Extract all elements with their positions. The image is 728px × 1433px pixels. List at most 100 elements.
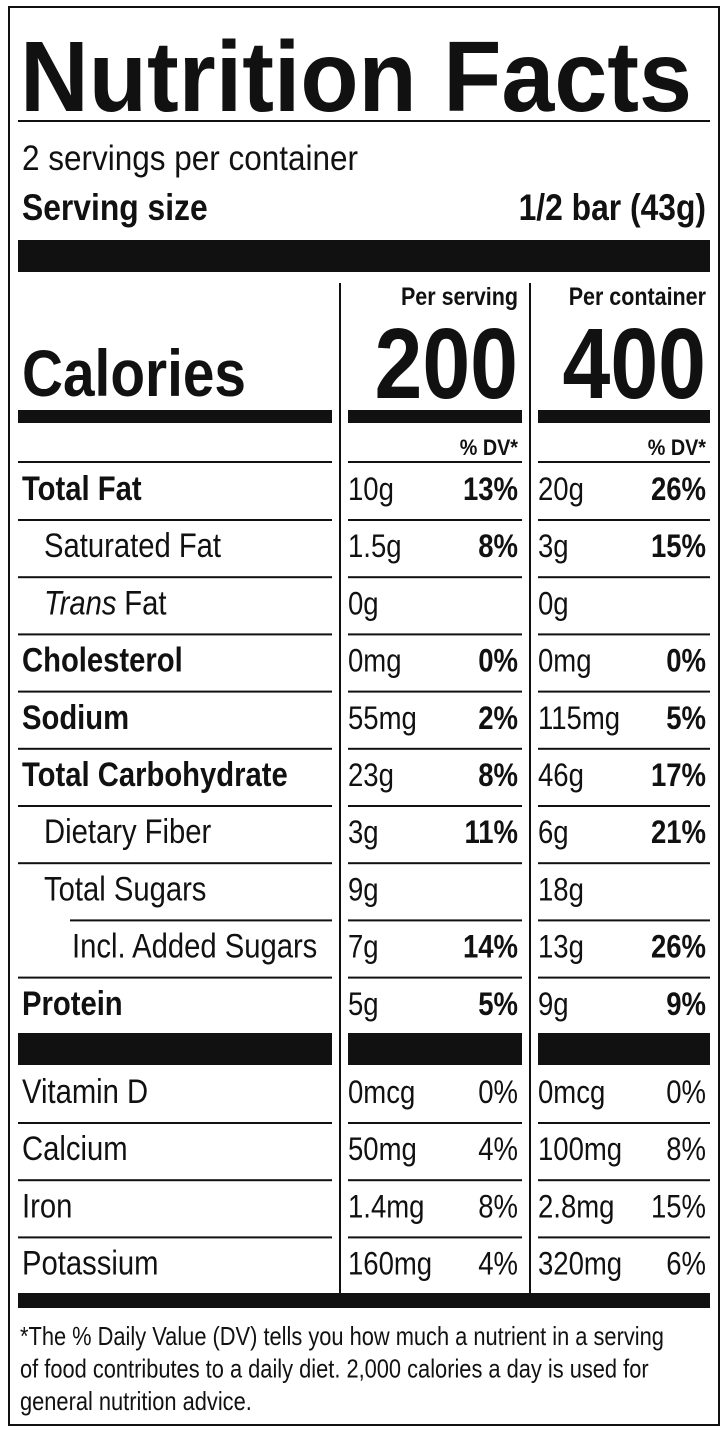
rule	[538, 519, 710, 521]
nutrient-name: Total Fat	[22, 469, 142, 508]
rule	[18, 461, 332, 463]
dv-header: % DV*	[648, 436, 707, 460]
footnote-line: of food contributes to a daily diet. 2,0…	[20, 1355, 649, 1384]
nutrient-dv: 26%	[651, 472, 706, 507]
nutrient-name: Calcium	[22, 1129, 128, 1168]
rule	[538, 862, 710, 865]
nutrient-dv: 21%	[651, 815, 706, 850]
nutrient-dv: 4%	[478, 1132, 518, 1167]
nutrient-dv: 0%	[666, 644, 706, 679]
thick-rule	[538, 1033, 710, 1065]
thick-rule	[18, 1033, 332, 1065]
nutrient-amount: 20g	[538, 472, 584, 507]
nutrient-dv: 0%	[478, 1075, 518, 1110]
rule	[348, 1236, 522, 1239]
thick-rule	[348, 410, 522, 423]
nutrient-amount: 3g	[538, 529, 569, 564]
rule	[348, 1179, 522, 1182]
rule	[348, 747, 522, 750]
nutrient-dv: 5%	[478, 987, 518, 1022]
nutrient-amount: 23g	[348, 758, 394, 793]
rule	[348, 805, 522, 807]
nutrient-amount: 46g	[538, 758, 584, 793]
nutrient-name-italic: Trans	[44, 583, 117, 622]
nutrient-dv: 11%	[464, 815, 518, 850]
nutrient-dv: 13%	[463, 472, 518, 507]
nutrient-amount: 3g	[348, 815, 379, 850]
nutrient-amount: 0mg	[538, 644, 592, 679]
rule	[538, 461, 710, 463]
rule	[348, 690, 522, 693]
nutrient-amount: 6g	[538, 815, 569, 850]
nutrient-dv: 2%	[478, 701, 518, 736]
nutrient-name: Sodium	[22, 698, 129, 737]
nutrient-amount: 50mg	[348, 1132, 417, 1167]
nutrient-dv: 0%	[478, 644, 518, 679]
nutrient-dv: 15%	[651, 529, 706, 564]
nutrient-name: Dietary Fiber	[44, 812, 212, 851]
rule	[348, 519, 522, 521]
nutrient-dv: 8%	[478, 758, 518, 793]
rule	[538, 633, 710, 636]
nutrient-dv: 8%	[478, 529, 518, 564]
rule	[18, 862, 332, 865]
serving-size-value: 1/2 bar (43g)	[519, 188, 706, 229]
nutrient-amount: 100mg	[538, 1132, 622, 1167]
nutrient-dv: 5%	[666, 701, 706, 736]
nutrient-amount: 320mg	[538, 1247, 622, 1282]
nutrient-amount: 9g	[348, 873, 379, 908]
nutrient-name: Total Carbohydrate	[22, 755, 288, 794]
serving-size-label: Serving size	[22, 188, 208, 229]
nutrient-name: Vitamin D	[22, 1072, 148, 1111]
rule	[18, 519, 332, 521]
rule	[538, 576, 710, 579]
rule	[348, 1122, 522, 1124]
servings-per-container: 2 servings per container	[22, 140, 358, 179]
footnote-line: general nutrition advice.	[20, 1387, 252, 1416]
nutrient-amount: 1.4mg	[348, 1190, 424, 1225]
nutrient-dv: 14%	[463, 930, 518, 965]
nutrient-amount: 55mg	[348, 701, 417, 736]
nutrient-amount: 13g	[538, 930, 584, 965]
thick-rule	[348, 1033, 522, 1065]
dv-header: % DV*	[460, 436, 519, 460]
nutrient-dv: 8%	[666, 1132, 706, 1167]
rule	[538, 976, 710, 979]
nutrient-dv: 4%	[478, 1247, 518, 1282]
rule	[538, 690, 710, 693]
nutrient-amount: 10g	[348, 472, 394, 507]
nutrient-dv: 6%	[666, 1247, 706, 1282]
nutrient-dv: 15%	[651, 1190, 706, 1225]
nutrient-name: Saturated Fat	[44, 526, 221, 565]
thick-rule	[18, 1293, 710, 1308]
rule	[348, 633, 522, 636]
nutrient-amount: 0mcg	[348, 1075, 415, 1110]
nutrient-amount: 0mg	[348, 644, 402, 679]
thick-rule	[18, 240, 710, 272]
nutrient-name-rest: Fat	[124, 583, 166, 622]
rule	[18, 1236, 332, 1239]
rule	[348, 919, 522, 922]
rule	[18, 690, 332, 693]
rule	[538, 1236, 710, 1239]
rule	[18, 805, 332, 807]
footnote-line: *The % Daily Value (DV) tells you how mu…	[20, 1322, 664, 1351]
nutrient-name: Total Sugars	[44, 869, 206, 908]
nutrient-name: Iron	[22, 1186, 72, 1225]
rule	[18, 120, 710, 122]
nutrient-amount: 160mg	[348, 1247, 432, 1282]
rule	[538, 1122, 710, 1124]
nutrient-dv: 9%	[666, 987, 706, 1022]
nutrient-dv: 17%	[651, 758, 706, 793]
thick-rule	[538, 410, 710, 423]
nutrient-amount: 2.8mg	[538, 1190, 614, 1225]
nutrient-name: Cholesterol	[22, 641, 183, 680]
rule	[348, 461, 522, 463]
rule	[18, 976, 332, 979]
rule	[18, 1179, 332, 1182]
calories-value: 400	[563, 308, 706, 420]
nutrient-amount: 9g	[538, 987, 569, 1022]
nutrient-amount: 18g	[538, 873, 584, 908]
column-header: Per container	[569, 282, 706, 310]
rule	[348, 862, 522, 865]
